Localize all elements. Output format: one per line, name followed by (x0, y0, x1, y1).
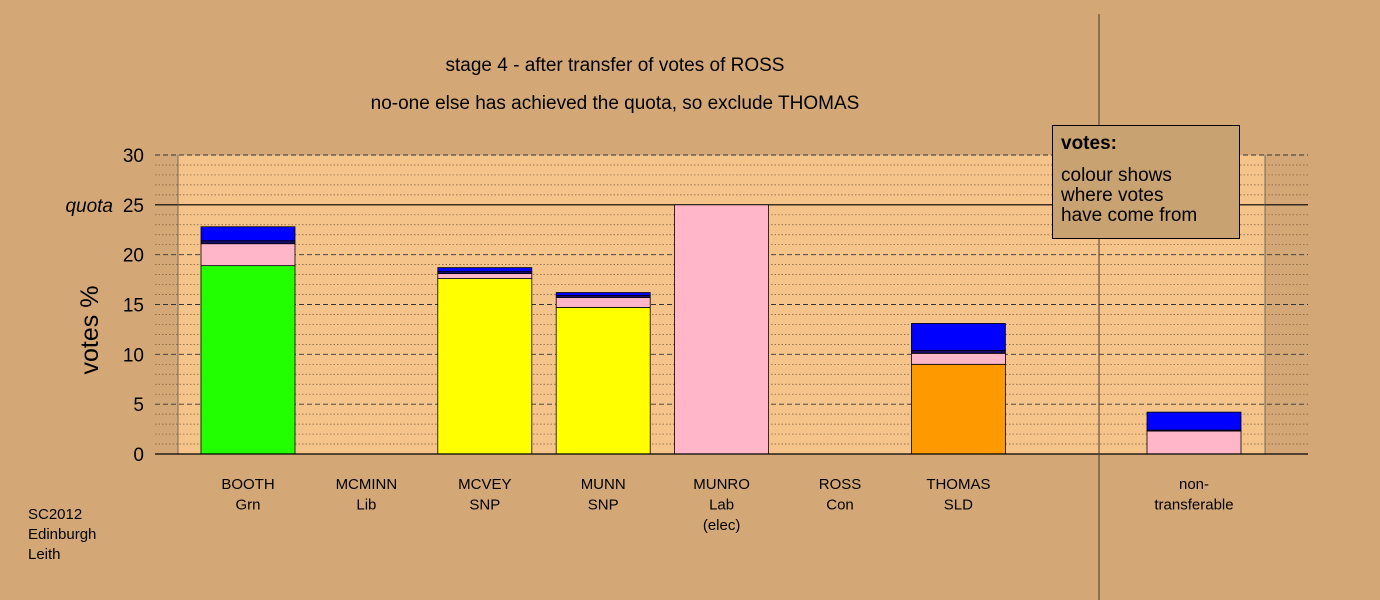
chart-title-stage: stage 4 - after transfer of votes of ROS… (445, 55, 785, 76)
category-label: transferable (1154, 497, 1233, 514)
bar-segment (200, 240, 296, 245)
bar-segment (200, 243, 296, 267)
category-label: BOOTH (221, 476, 274, 493)
bar-segment (911, 323, 1006, 351)
bar-segment (911, 352, 1006, 365)
legend-box: votes: colour shows where votes have com… (1052, 125, 1240, 239)
y-axis-label: votes % (76, 286, 104, 375)
category-label: MUNRO (693, 476, 750, 493)
category-label: Lab (709, 497, 734, 514)
bar-segment (911, 363, 1006, 455)
category-label: SLD (944, 497, 973, 514)
y-tick-label: 10 (123, 345, 144, 366)
category-label: Con (826, 497, 854, 514)
quota-label: quota (65, 196, 113, 217)
legend-heading: votes: (1061, 133, 1117, 154)
legend-line: colour shows (1061, 165, 1172, 186)
legend-line: have come from (1061, 205, 1198, 226)
axis-labels: BOOTH Grn MCMINN Lib MCVEY SNP MUNN SNP MUNRO Lab… (65, 146, 1233, 534)
bar-segment (437, 278, 533, 455)
bar-segment (555, 307, 651, 455)
category-label: MUNN (581, 476, 626, 493)
bar-series (200, 204, 1242, 455)
y-tick-label: 30 (123, 146, 144, 167)
category-label: non- (1179, 476, 1209, 493)
bar-segment (555, 292, 651, 296)
bar-segment (911, 349, 1006, 354)
credit-line: Leith (28, 546, 61, 563)
credit-line: SC2012 (28, 506, 83, 523)
category-label: ROSS (819, 476, 862, 493)
bar-segment (437, 273, 533, 279)
bar-segment (555, 297, 651, 308)
bar-segment (200, 265, 296, 455)
category-label: SNP (588, 497, 619, 514)
legend-line: where votes (1061, 185, 1164, 206)
chart-subtitle: no-one else has achieved the quota, so e… (370, 93, 860, 114)
category-label: (elec) (703, 517, 741, 534)
category-label: Lib (356, 497, 376, 514)
y-tick-label: 25 (123, 196, 144, 217)
y-tick-label: 15 (123, 296, 144, 317)
credit-line: Edinburgh (28, 526, 97, 543)
credit-block: SC2012 Edinburgh Leith (28, 505, 96, 565)
category-label: Grn (235, 497, 260, 514)
y-tick-label: 20 (123, 246, 144, 267)
bar-segment (200, 226, 296, 242)
category-label: MCVEY (458, 476, 511, 493)
y-tick-label: 0 (133, 445, 144, 466)
y-tick-label: 5 (133, 395, 144, 416)
bar-segment (1146, 430, 1242, 455)
category-label: THOMAS (926, 476, 990, 493)
bar-segment (1146, 411, 1242, 431)
category-label: MCMINN (336, 476, 398, 493)
bar-segment (437, 267, 533, 273)
bar-segment (674, 204, 769, 455)
axes (155, 14, 1308, 600)
category-label: SNP (469, 497, 500, 514)
